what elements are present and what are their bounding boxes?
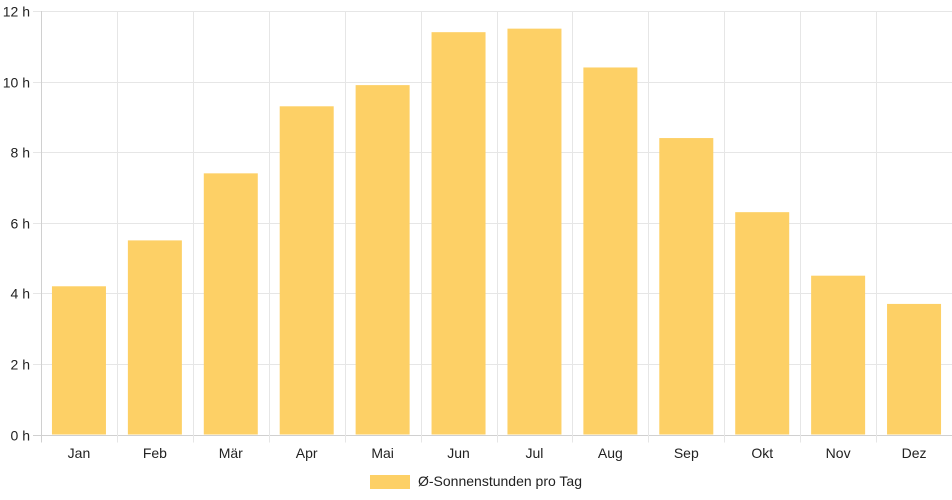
- bar-dez[interactable]: [887, 303, 942, 435]
- x-tick-label: Jun: [447, 445, 470, 461]
- y-tick-label: 4 h: [11, 286, 30, 302]
- x-tick-label: Aug: [598, 445, 623, 461]
- x-axis: Jan Feb Mär Apr Mai Jun Jul Aug Sep Okt Nov Dez: [68, 445, 927, 461]
- bar-mai[interactable]: [355, 85, 410, 435]
- x-tick-label: Mär: [219, 445, 243, 461]
- x-tick-label: Okt: [751, 445, 773, 461]
- y-tick-label: 0 h: [11, 428, 30, 444]
- bar-jul[interactable]: [507, 28, 562, 435]
- y-tick-label: 8 h: [11, 145, 30, 161]
- legend[interactable]: Ø-Sonnenstunden pro Tag: [370, 473, 582, 489]
- x-tick-label: Mai: [371, 445, 394, 461]
- y-tick-label: 10 h: [3, 75, 30, 91]
- x-tick-label: Apr: [296, 445, 318, 461]
- bars: [51, 28, 942, 435]
- y-tick-label: 12 h: [3, 4, 30, 20]
- legend-label[interactable]: Ø-Sonnenstunden pro Tag: [418, 473, 582, 489]
- bar-feb[interactable]: [127, 240, 182, 435]
- bar-jan[interactable]: [51, 286, 106, 435]
- bar-nov[interactable]: [811, 275, 866, 435]
- bar-sep[interactable]: [659, 138, 714, 435]
- y-tick-label: 6 h: [11, 216, 30, 232]
- x-tick-label: Dez: [902, 445, 927, 461]
- x-tick-label: Jan: [68, 445, 91, 461]
- x-tick-label: Sep: [674, 445, 699, 461]
- y-tick-label: 2 h: [11, 357, 30, 373]
- bar-okt[interactable]: [735, 212, 790, 435]
- x-tick-label: Feb: [143, 445, 167, 461]
- bar-jun[interactable]: [431, 32, 486, 435]
- y-axis: 0 h 2 h 4 h 6 h 8 h 10 h 12 h: [3, 4, 30, 444]
- grid-lines: [33, 11, 952, 443]
- x-tick-label: Nov: [826, 445, 851, 461]
- x-tick-label: Jul: [526, 445, 544, 461]
- bar-apr[interactable]: [279, 106, 334, 435]
- legend-swatch[interactable]: [370, 475, 410, 489]
- bar-aug[interactable]: [583, 67, 638, 435]
- bar-mär[interactable]: [203, 173, 258, 435]
